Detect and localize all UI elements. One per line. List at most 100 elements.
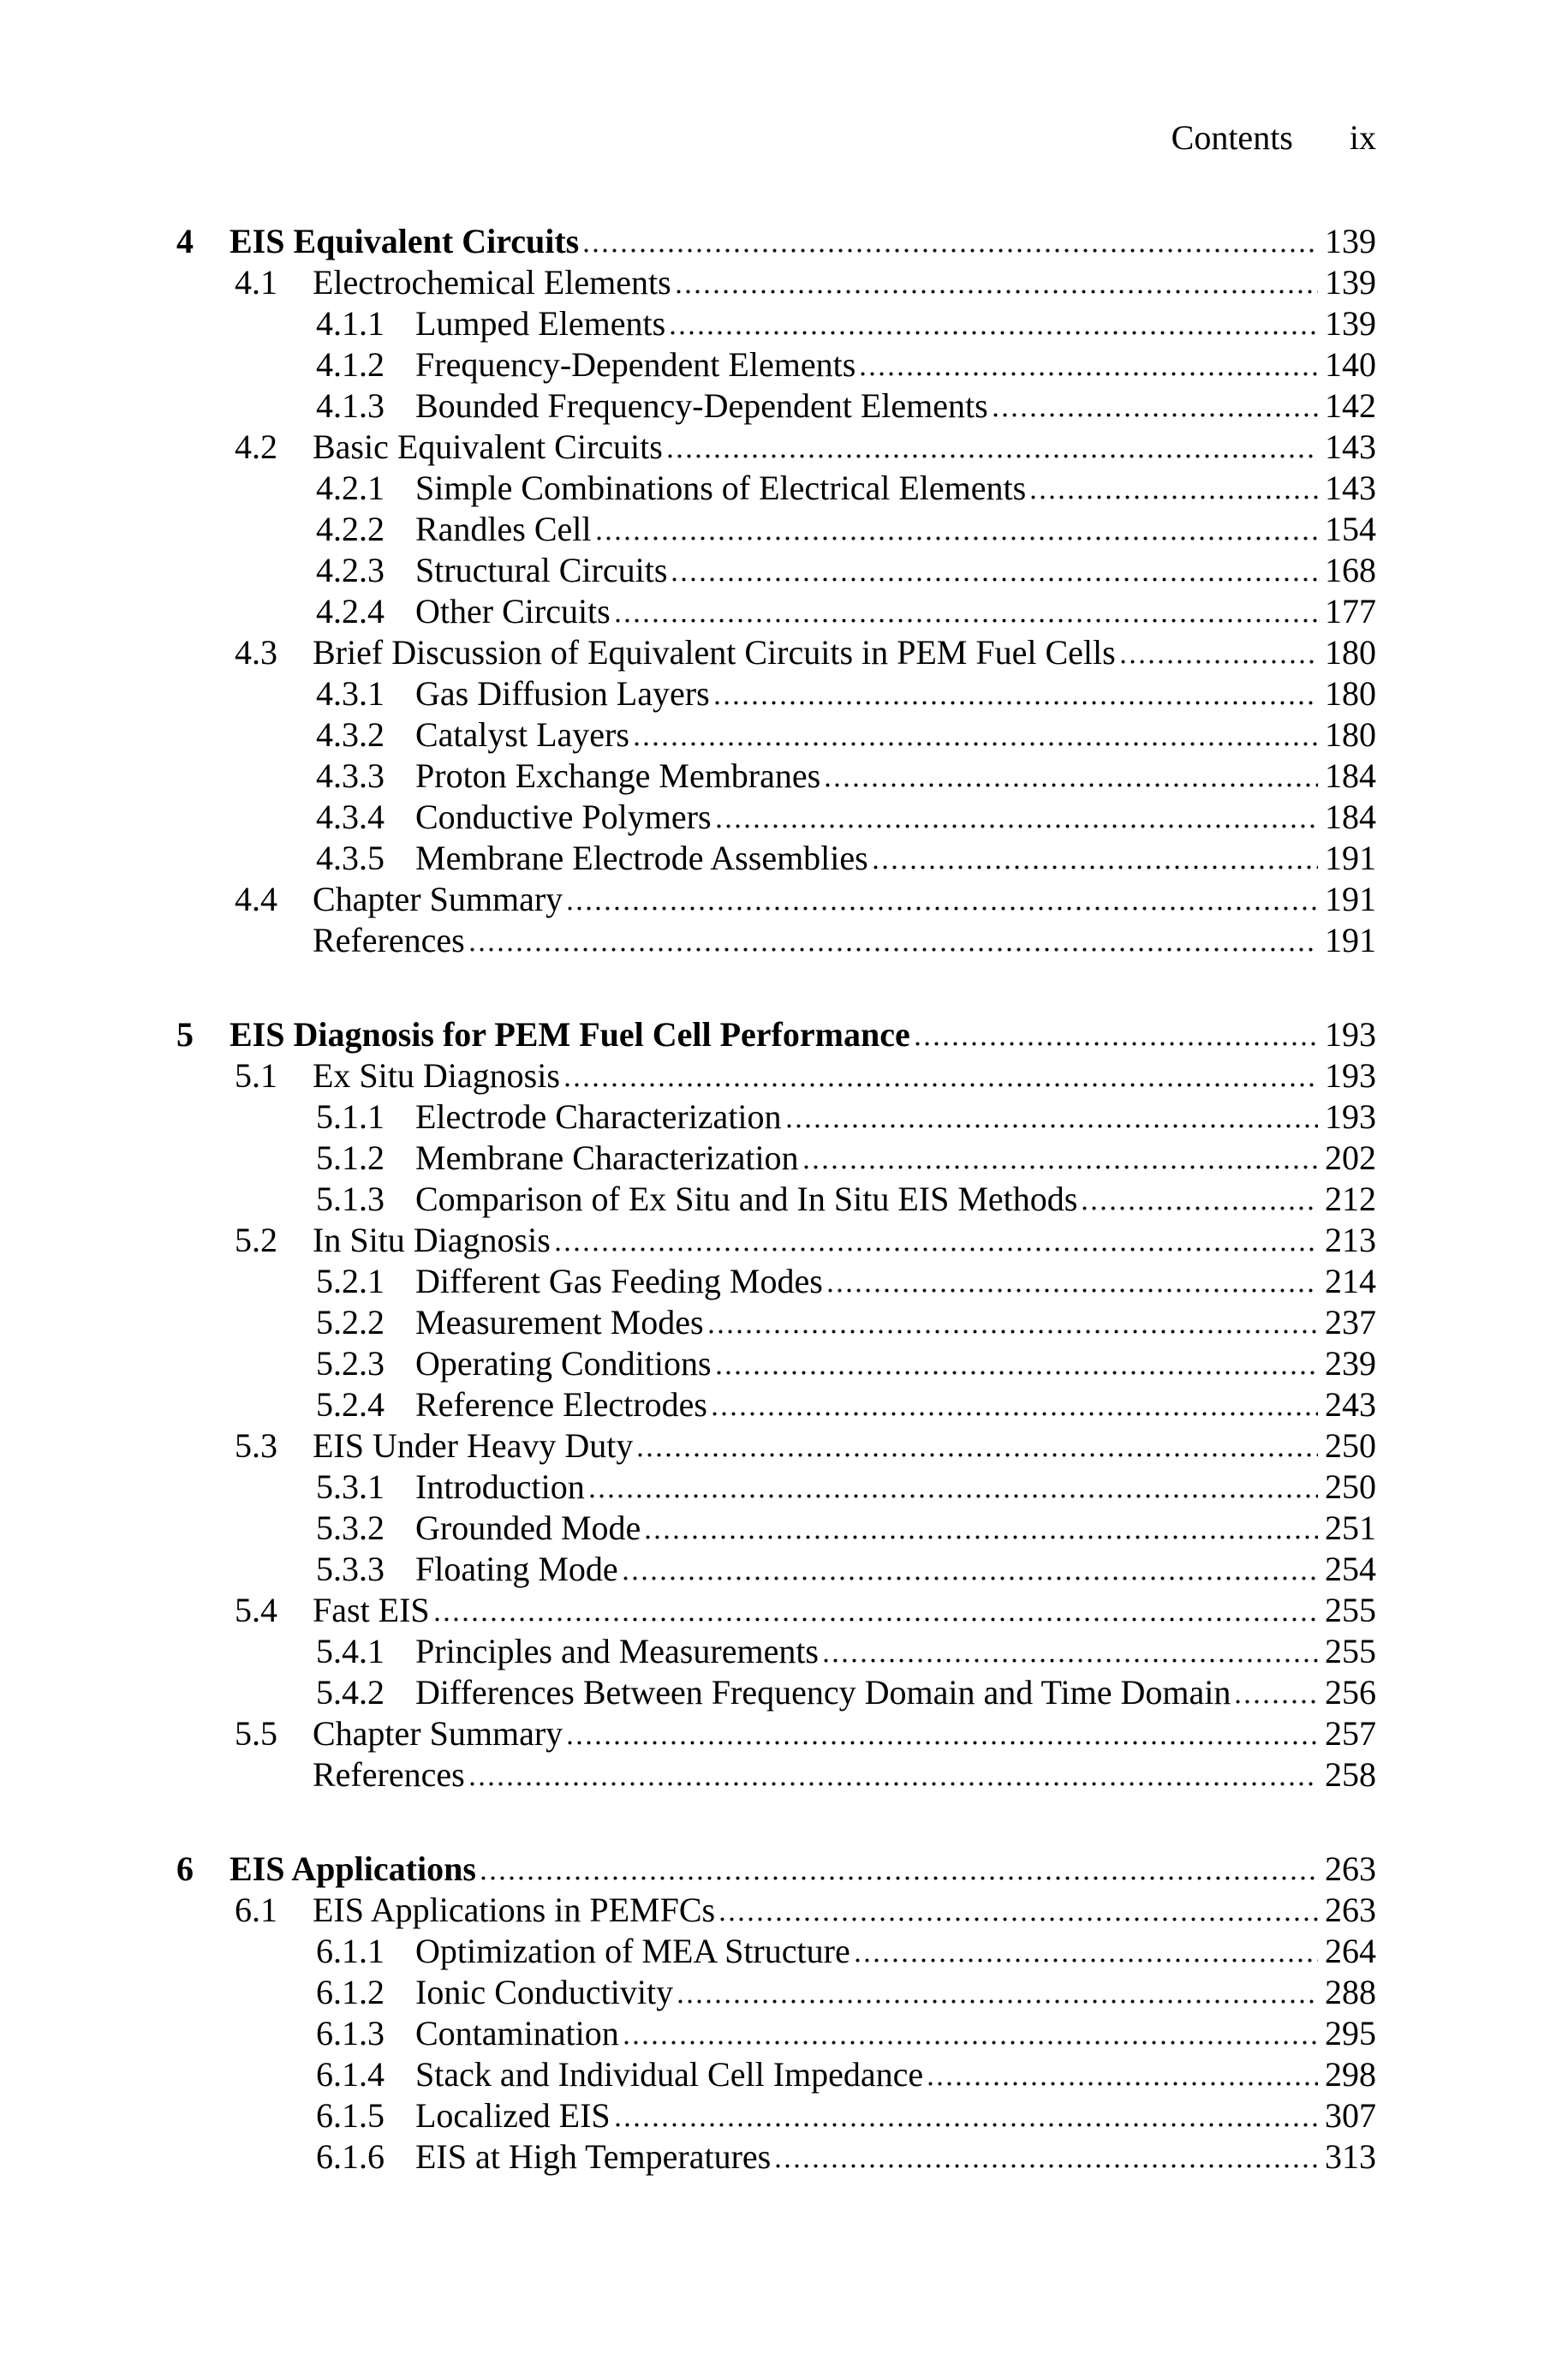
toc-entry-page: 184 [1325,798,1376,836]
dot-leader [928,2082,1318,2086]
toc-row: 5.2 In Situ Diagnosis 213 [176,1220,1376,1261]
toc-entry-number: 6.1.4 [316,2055,385,2094]
toc-entry-title: Membrane Characterization [415,1138,799,1177]
toc-entry-page: 213 [1325,1221,1376,1259]
toc-entry-title: Operating Conditions [415,1344,712,1383]
toc-entry-number: 4.3.1 [316,674,385,713]
toc-row: 4.4 Chapter Summary 191 [176,879,1376,920]
toc-entry-title: Gas Diffusion Layers [415,674,710,713]
toc-entry-title: Grounded Mode [415,1509,641,1547]
toc-entry-page: 180 [1325,674,1376,713]
toc-entry-page: 143 [1325,427,1376,466]
dot-leader [480,1876,1318,1880]
toc-row: 5.1.2 Membrane Characterization 202 [176,1138,1376,1179]
toc-entry-title: Differences Between Frequency Domain and… [415,1673,1231,1712]
toc-row: 5.4 Fast EIS 255 [176,1590,1376,1631]
toc-entry-title: Principles and Measurements [415,1632,819,1670]
dot-leader [646,1535,1318,1539]
toc-entry-title: Optimization of MEA Structure [415,1932,850,1970]
dot-leader [827,1288,1318,1293]
toc-entry-page: 313 [1325,2137,1376,2176]
toc-entry-title: EIS Applications in PEMFCs [313,1891,716,1929]
toc-entry-title: Randles Cell [415,510,592,548]
dot-leader [1031,495,1318,499]
toc-entry-number: 4.1.3 [316,386,385,425]
toc-row: 4.2.1 Simple Combinations of Electrical … [176,468,1376,509]
toc-entry-title: EIS Diagnosis for PEM Fuel Cell Performa… [230,1015,910,1054]
toc-row: 4.2.2 Randles Cell 154 [176,509,1376,550]
dot-leader [1236,1700,1318,1704]
toc-entry-number: 5.2.1 [316,1262,385,1300]
toc-entry-page: 255 [1325,1591,1376,1629]
toc-entry-number: 4.3.3 [316,756,385,795]
header-page-number: ix [1349,118,1376,157]
dot-leader [873,865,1318,869]
dot-leader [568,906,1318,911]
toc-entry-number: 4.2 [235,427,277,466]
toc-entry-title: Comparison of Ex Situ and In Situ EIS Me… [415,1180,1078,1218]
toc-row: 6.1.4 Stack and Individual Cell Impedanc… [176,2054,1376,2095]
toc-entry-title: Measurement Modes [415,1303,704,1341]
toc-entry-number: 4.2.3 [316,551,385,589]
dot-leader [678,1999,1318,2004]
toc-entry-number: 5.2.4 [316,1385,385,1424]
toc-row: 4.2 Basic Equivalent Circuits 143 [176,427,1376,468]
dot-leader [716,1371,1318,1375]
toc-entry-number: 4.1.2 [316,345,385,384]
toc-row: 5.3.1 Introduction 250 [176,1467,1376,1508]
toc-entry-number: 4 [176,222,194,260]
toc-row: 4.2.4 Other Circuits 177 [176,591,1376,632]
toc-entry-title: Introduction [415,1467,585,1506]
toc-entry-title: Catalyst Layers [415,715,629,754]
toc-entry-page: 288 [1325,1973,1376,2011]
toc-entry-page: 142 [1325,386,1376,425]
toc-entry-page: 258 [1325,1755,1376,1794]
dot-leader [676,290,1318,294]
toc-entry-number: 6.1.5 [316,2096,385,2135]
toc-entry-page: 264 [1325,1932,1376,1970]
toc-entry-title: Ionic Conductivity [415,1973,674,2011]
toc-row: 4.1.1 Lumped Elements 139 [176,303,1376,344]
dot-leader [434,1617,1318,1622]
toc-entry-page: 255 [1325,1632,1376,1670]
header-contents-label: Contents [1171,118,1293,157]
toc-entry-title: Fast EIS [313,1591,430,1629]
toc-entry-number: 5.2 [235,1221,277,1259]
toc-row: 4.3.4 Conductive Polymers 184 [176,797,1376,838]
toc-entry-number: 6.1.2 [316,1973,385,2011]
toc-entry-page: 140 [1325,345,1376,384]
toc-row: 5.5 Chapter Summary 257 [176,1713,1376,1754]
toc-row: 5.4.2 Differences Between Frequency Doma… [176,1672,1376,1713]
dot-leader [589,1494,1318,1498]
toc-entry-title: Bounded Frequency-Dependent Elements [415,386,988,425]
dot-leader [623,1576,1318,1580]
toc-row: 4.3.3 Proton Exchange Membranes 184 [176,756,1376,797]
dot-leader [1082,1206,1318,1210]
toc-entry-title: Brief Discussion of Equivalent Circuits … [313,633,1116,672]
toc-entry-number: 5.4.2 [316,1673,385,1712]
toc-entry-page: 239 [1325,1344,1376,1383]
dot-leader [915,1042,1318,1046]
toc-entry-page: 307 [1325,2096,1376,2135]
toc-row: 4.1.3 Bounded Frequency-Dependent Elemen… [176,385,1376,427]
toc-row: 5.1 Ex Situ Diagnosis 193 [176,1055,1376,1096]
toc-row: 5.2.4 Reference Electrodes 243 [176,1384,1376,1425]
toc-entry-number: 6.1.6 [316,2137,385,2176]
toc-entry-title: Lumped Elements [415,304,666,343]
toc-row: 5 EIS Diagnosis for PEM Fuel Cell Perfor… [176,1014,1376,1055]
toc-entry-title: References [313,921,465,959]
toc-entry-title: Floating Mode [415,1550,618,1588]
toc-entry-number: 4.1 [235,263,277,302]
dot-leader [714,701,1318,705]
toc-entry-page: 139 [1325,304,1376,343]
toc-entry-title: Reference Electrodes [415,1385,707,1424]
toc-entry-number: 4.3.2 [316,715,385,754]
dot-leader [826,783,1318,787]
toc-entry-number: 5.3.2 [316,1509,385,1547]
toc-entry-number: 5.1 [235,1056,277,1095]
dot-leader [555,1247,1318,1252]
toc-entry-page: 243 [1325,1385,1376,1424]
toc-entry-number: 4.3.5 [316,839,385,877]
toc-entry-page: 193 [1325,1097,1376,1136]
toc-entry-number: 5.1.3 [316,1180,385,1218]
